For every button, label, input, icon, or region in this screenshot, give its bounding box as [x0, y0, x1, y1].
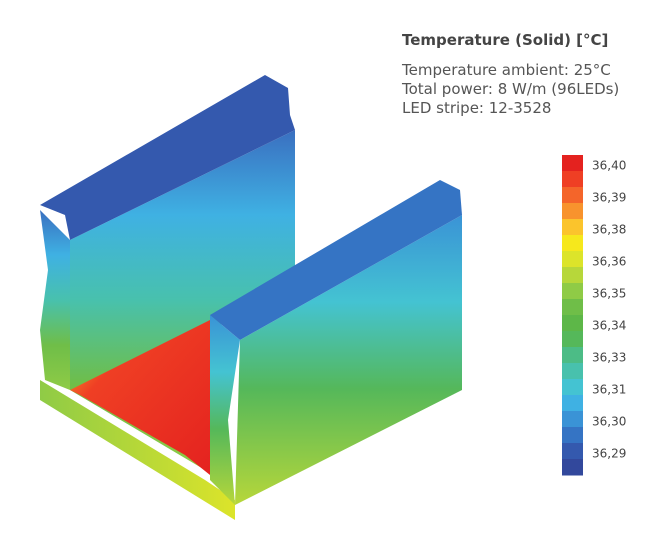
color-legend: 36,40 36,39 36,38 36,36 36,35 36,34 36,33 36,31… [562, 155, 626, 476]
legend-label: 36,30 [592, 415, 626, 429]
legend-color [562, 251, 583, 268]
legend-color [562, 187, 583, 204]
legend-color [562, 267, 583, 284]
legend-color [562, 171, 583, 188]
floor [70, 320, 210, 475]
legend-color [562, 427, 583, 444]
right-wall-end [210, 315, 240, 505]
legend-color [562, 379, 583, 396]
legend-color [562, 283, 583, 300]
legend-color [562, 315, 583, 332]
legend-color [562, 219, 583, 236]
legend-label: 36,29 [592, 447, 626, 461]
legend-label: 36,35 [592, 287, 626, 301]
legend-color [562, 411, 583, 428]
legend-label: 36,36 [592, 255, 626, 269]
legend-color [562, 331, 583, 348]
legend-color [562, 443, 583, 460]
base-front [40, 380, 235, 520]
legend-label: 36,38 [592, 223, 626, 237]
legend-label: 36,31 [592, 383, 626, 397]
legend-label: 36,33 [592, 351, 626, 365]
legend-color [562, 203, 583, 220]
info-line: Total power: 8 W/m (96LEDs) [401, 80, 619, 98]
info-line: LED stripe: 12-3528 [402, 99, 551, 117]
legend-color [562, 459, 583, 476]
legend-color [562, 235, 583, 252]
legend-color [562, 155, 583, 172]
right-wall-face [235, 215, 462, 505]
legend-color [562, 299, 583, 316]
legend-color [562, 363, 583, 380]
legend-color [562, 395, 583, 412]
right-wall-top [210, 180, 462, 340]
info-line: Temperature ambient: 25°C [401, 61, 611, 79]
left-wall-top [40, 75, 295, 240]
legend-label: 36,40 [592, 159, 626, 173]
title: Temperature (Solid) [°C] [402, 31, 608, 49]
legend-color [562, 347, 583, 364]
legend-label: 36,34 [592, 319, 626, 333]
legend-label: 36,39 [592, 191, 626, 205]
left-wall-end [40, 210, 70, 390]
